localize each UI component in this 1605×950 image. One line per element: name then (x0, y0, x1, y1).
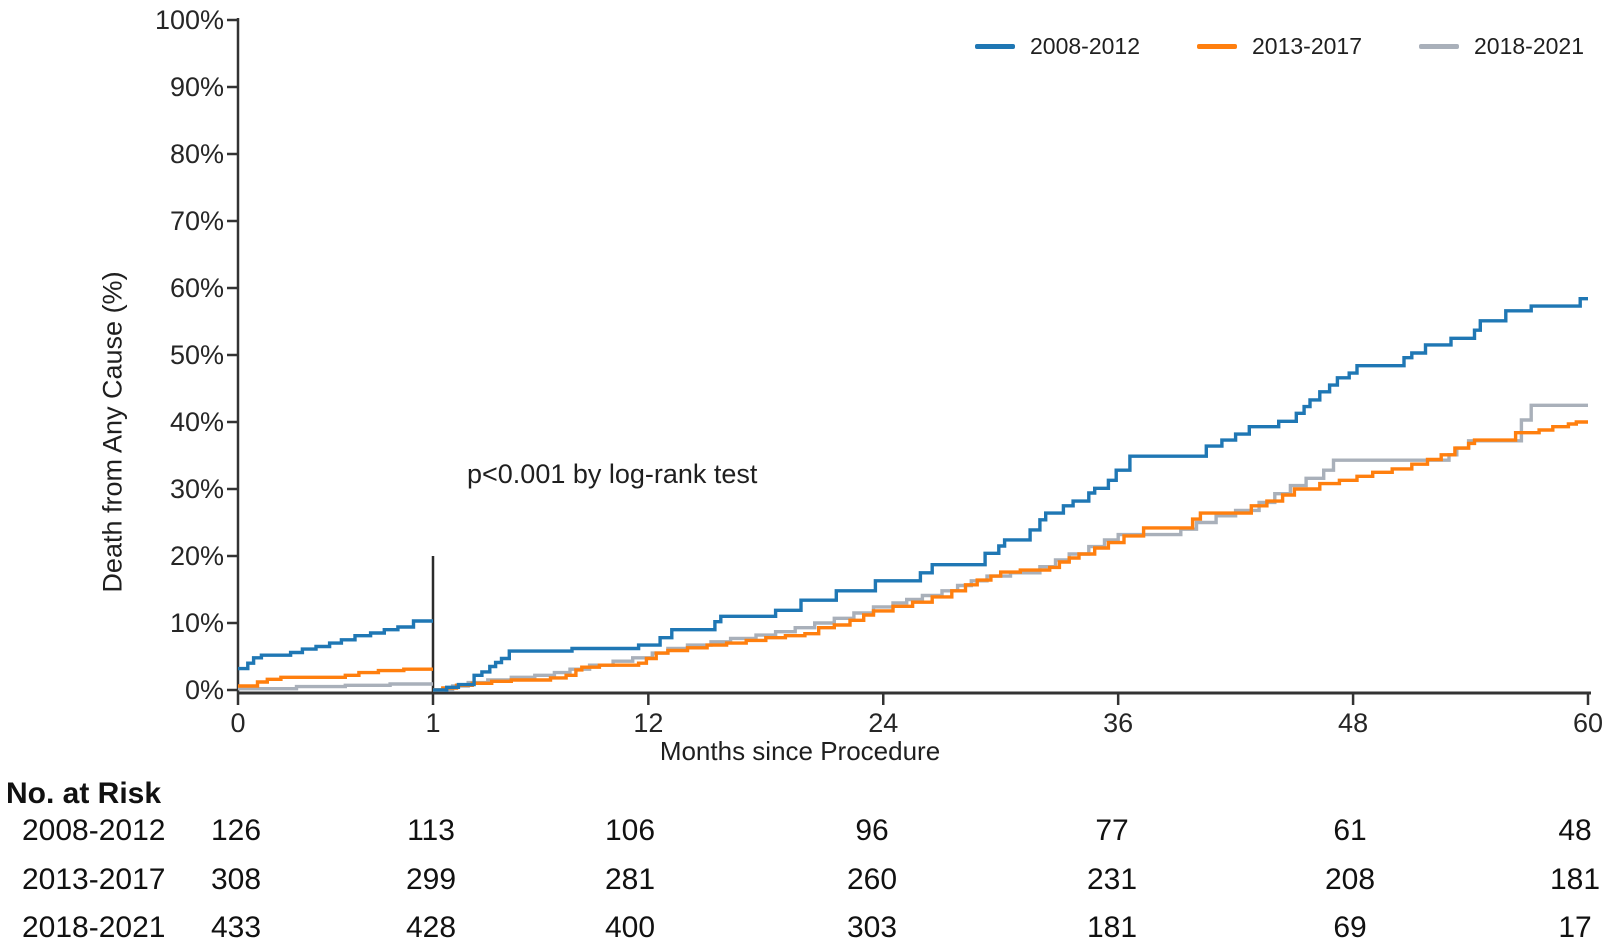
x-tick-label: 0 (230, 708, 245, 738)
x-tick-label: 1 (425, 708, 440, 738)
legend-label: 2008-2012 (1030, 33, 1140, 59)
y-tick-label: 20% (170, 541, 224, 571)
legend-label: 2013-2017 (1252, 33, 1362, 59)
y-tick-label: 0% (185, 675, 224, 705)
legend-label: 2018-2021 (1474, 33, 1584, 59)
log-rank-annotation: p<0.001 by log-rank test (467, 459, 758, 489)
y-tick-label: 30% (170, 474, 224, 504)
series-2008-2012-early-line (238, 619, 433, 671)
y-tick-label: 60% (170, 273, 224, 303)
y-tick-label: 40% (170, 407, 224, 437)
legend: 2008-2012 2013-2017 2018-2021 (975, 33, 1584, 60)
y-axis-title: Death from Any Cause (%) (97, 271, 128, 593)
x-tick-label: 48 (1338, 708, 1368, 738)
x-tick-label: 12 (633, 708, 663, 738)
y-tick-label: 100% (155, 5, 224, 35)
legend-swatch-2008-2012 (975, 44, 1015, 49)
legend-swatch-2018-2021 (1419, 44, 1459, 49)
y-tick-label: 90% (170, 72, 224, 102)
series-2018-2021-early-line (238, 682, 433, 691)
series-2013-2017-line (433, 420, 1588, 692)
y-tick-label: 10% (170, 608, 224, 638)
series-2008-2012-line (433, 297, 1588, 692)
series-2013-2017-early-line (238, 667, 433, 688)
x-axis-title: Months since Procedure (659, 736, 941, 766)
y-tick-label: 70% (170, 206, 224, 236)
legend-item-2013-2017: 2013-2017 (1197, 33, 1362, 60)
x-tick-label: 36 (1103, 708, 1133, 738)
legend-swatch-2013-2017 (1197, 44, 1237, 49)
y-tick-label: 80% (170, 139, 224, 169)
x-tick-label: 24 (868, 708, 898, 738)
x-tick-label: 60 (1573, 708, 1603, 738)
legend-item-2008-2012: 2008-2012 (975, 33, 1140, 60)
y-tick-label: 50% (170, 340, 224, 370)
legend-item-2018-2021: 2018-2021 (1419, 33, 1584, 60)
